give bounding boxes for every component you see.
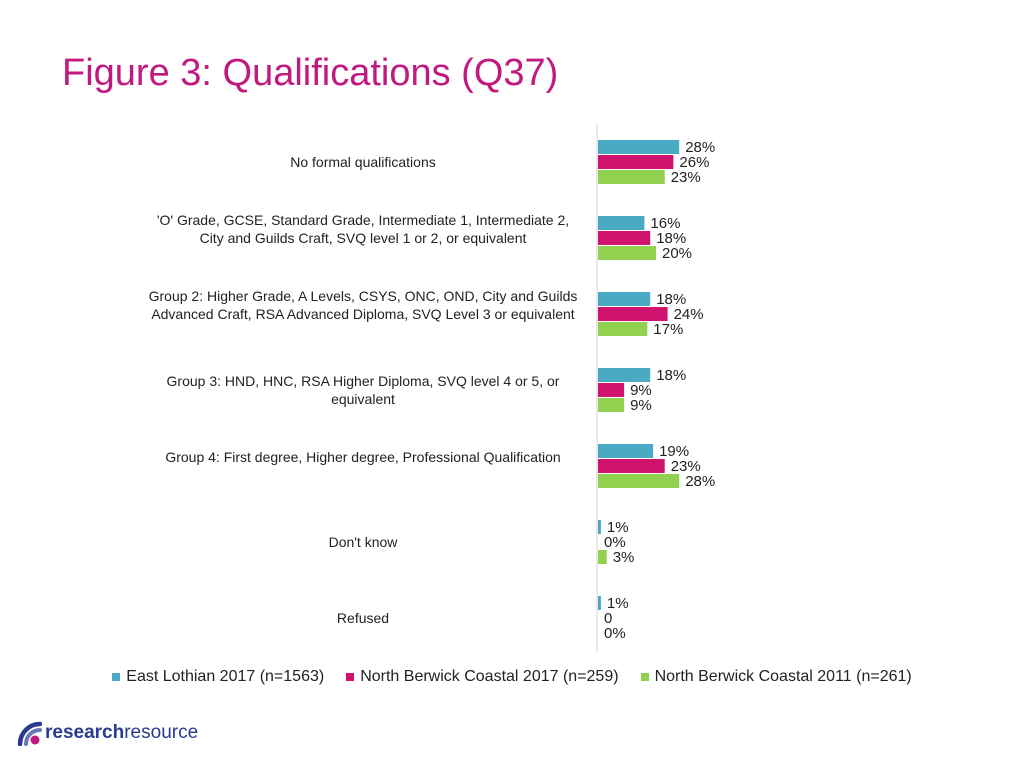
- data-label: 23%: [671, 458, 701, 475]
- category-label: Don't know: [328, 534, 398, 550]
- data-label: 20%: [662, 245, 692, 262]
- category-label: Group 2: Higher Grade, A Levels, CSYS, O…: [148, 288, 578, 322]
- data-label: 19%: [659, 443, 689, 460]
- qualifications-bar-chart: 28%26%23%16%18%20%18%24%17%18%9%9%19%23%…: [596, 124, 715, 652]
- legend-swatch-nbc-2017: [346, 673, 355, 681]
- category-label: Group 4: First degree, Higher degree, Pr…: [165, 449, 561, 465]
- data-label: 18%: [656, 367, 686, 384]
- logo-text-resource: resource: [124, 722, 199, 743]
- category-label: Group 3: HND, HNC, RSA Higher Diploma, S…: [166, 373, 560, 407]
- legend-swatch-east-lothian-2017: [112, 673, 121, 681]
- bar: [598, 322, 648, 336]
- data-label: 17%: [653, 321, 683, 338]
- data-label: 1%: [607, 519, 629, 536]
- category-label: Refused: [336, 610, 390, 626]
- data-label: 28%: [685, 473, 715, 490]
- bar: [598, 459, 665, 473]
- category-label: 'O' Grade, GCSE, Standard Grade, Interme…: [156, 212, 570, 246]
- category-label: No formal qualifications: [290, 154, 436, 170]
- data-label: 1%: [607, 595, 629, 612]
- legend-label-nbc-2017: North Berwick Coastal 2017 (n=259): [360, 668, 619, 685]
- bar: [598, 170, 665, 184]
- research-resource-logo: research resource: [16, 720, 198, 746]
- data-label: 16%: [650, 215, 680, 232]
- data-label: 18%: [656, 291, 686, 308]
- bar: [598, 307, 668, 321]
- data-label: 28%: [685, 139, 715, 156]
- bar: [598, 596, 601, 610]
- logo-text-research: research: [45, 722, 125, 743]
- data-label: 9%: [630, 397, 652, 414]
- bar: [598, 231, 651, 245]
- legend-item-nbc-2011: North Berwick Coastal 2011 (n=261): [640, 668, 912, 686]
- bar: [598, 520, 601, 534]
- bar: [598, 368, 651, 382]
- data-label: 0: [604, 610, 612, 627]
- legend-item-east-lothian-2017: East Lothian 2017 (n=1563): [112, 668, 324, 686]
- data-label: 0%: [604, 534, 626, 551]
- legend-item-nbc-2017: North Berwick Coastal 2017 (n=259): [346, 668, 619, 686]
- bar: [598, 383, 625, 397]
- data-label: 3%: [613, 549, 635, 566]
- chart-legend: East Lothian 2017 (n=1563) North Berwick…: [0, 668, 1024, 686]
- legend-label-nbc-2011: North Berwick Coastal 2011 (n=261): [654, 668, 912, 685]
- data-label: 9%: [630, 382, 652, 399]
- legend-label-east-lothian-2017: East Lothian 2017 (n=1563): [126, 668, 325, 685]
- research-resource-logo-icon: [17, 721, 42, 746]
- bar: [598, 292, 651, 306]
- data-label: 24%: [674, 306, 704, 323]
- bar: [598, 444, 654, 458]
- data-label: 23%: [671, 169, 701, 186]
- bar: [598, 398, 625, 412]
- bar: [598, 140, 680, 154]
- page-title: Figure 3: Qualifications (Q37): [62, 52, 559, 94]
- legend-swatch-nbc-2011: [640, 673, 649, 681]
- data-label: 26%: [679, 154, 709, 171]
- data-label: 18%: [656, 230, 686, 247]
- bar: [598, 155, 674, 169]
- bar: [598, 246, 656, 260]
- bar: [598, 216, 645, 230]
- data-label: 0%: [604, 625, 626, 642]
- bar: [598, 550, 607, 564]
- bar: [598, 474, 680, 488]
